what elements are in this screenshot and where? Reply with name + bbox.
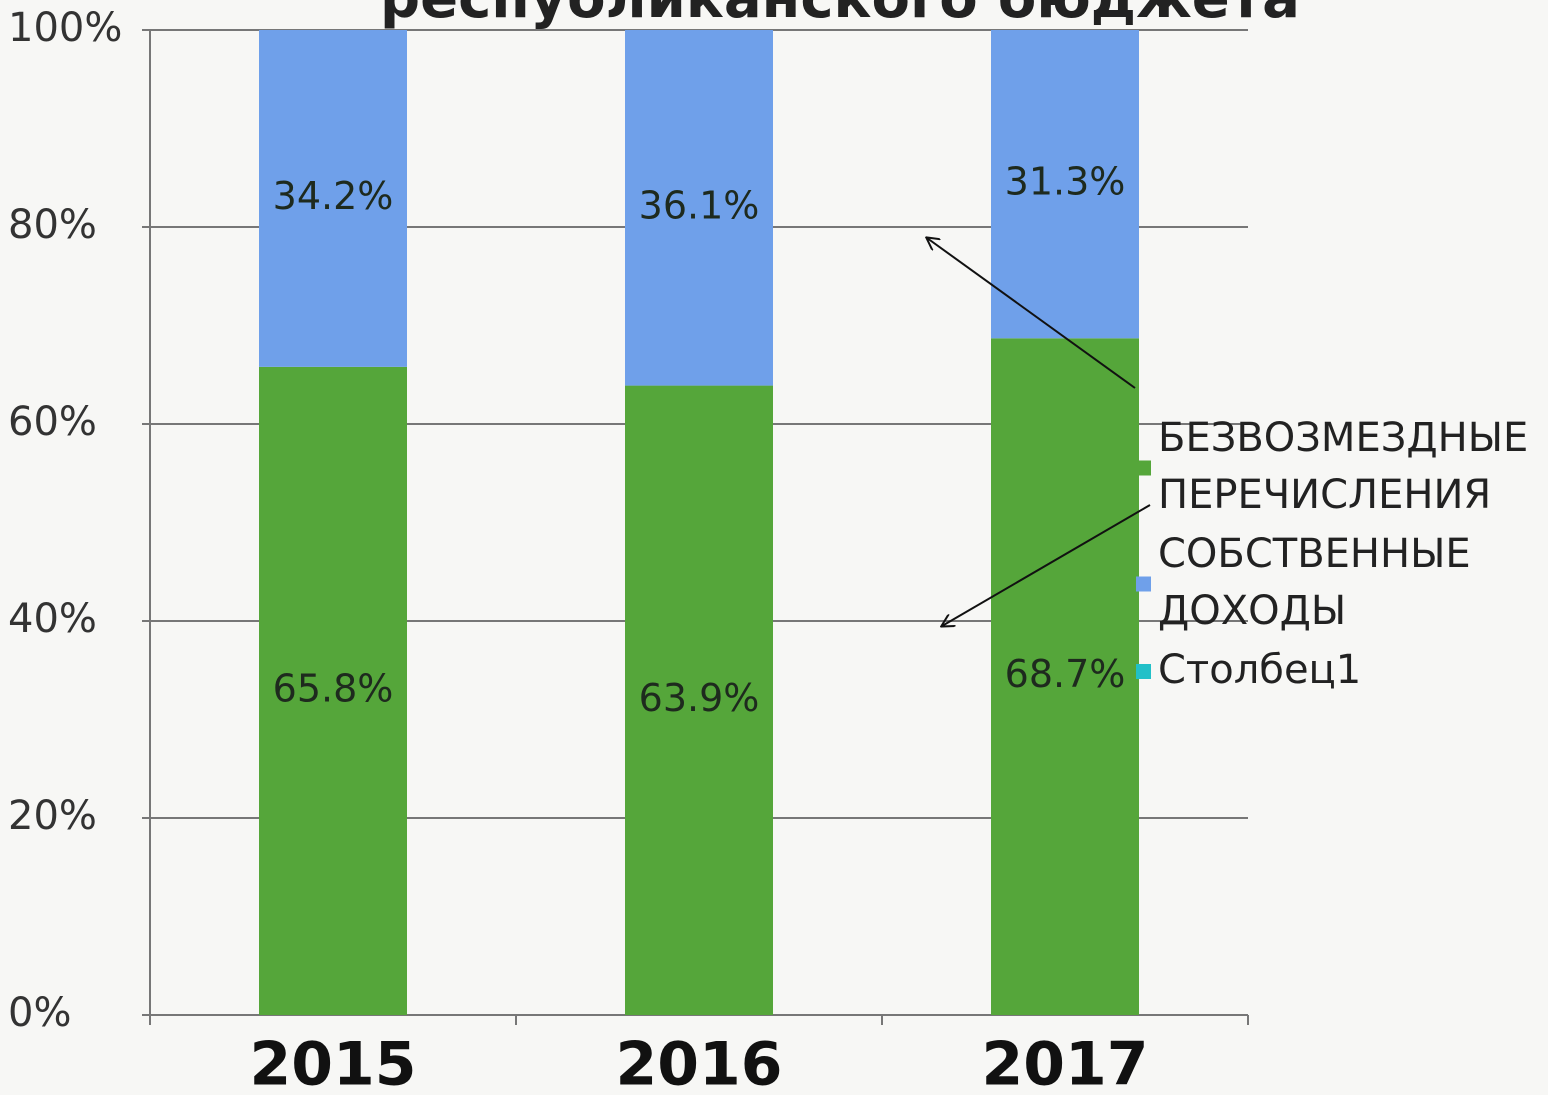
value-label: 68.7% [1005,652,1126,696]
bar-segment [625,30,773,386]
x-tick-label: 2016 [616,1030,783,1095]
legend-marker [1136,664,1151,679]
x-tick-label: 2015 [250,1030,417,1095]
value-label: 36.1% [639,183,760,227]
legend-label: СОБСТВЕННЫЕ ДОХОДЫ [1158,531,1483,634]
chart-title: республиканского бюджета [380,0,1300,31]
plot: 0% 20% 40% 60% 80% 100% 2015 65.8% 34.2% 2016 63.9… [8,5,1541,1095]
legend-marker [1136,576,1151,592]
bar-segment [625,385,773,1016]
value-label: 65.8% [273,666,394,710]
legend-label: БЕЗВОЗМЕЗДНЫЕ ПЕРЕЧИСЛЕНИЯ [1158,415,1541,518]
y-tick-label: 0% [8,990,71,1036]
value-label: 63.9% [639,676,760,720]
value-label: 31.3% [1005,160,1126,204]
y-tick-label: 80% [8,202,97,248]
legend-label: Столбец1 [1158,647,1361,693]
legend-marker [1136,460,1151,476]
value-label: 34.2% [273,174,394,218]
annotation-arrow [927,238,1136,389]
x-tick-label: 2017 [982,1030,1149,1095]
bar-segment [259,366,407,1015]
bar-segment [991,30,1139,339]
y-tick-label: 100% [8,5,122,51]
y-tick-label: 20% [8,793,97,839]
bar-segment [991,338,1139,1015]
annotation-arrow [942,504,1151,626]
bar-segment [259,30,407,367]
y-tick-label: 40% [8,596,97,642]
y-tick-label: 60% [8,399,97,445]
